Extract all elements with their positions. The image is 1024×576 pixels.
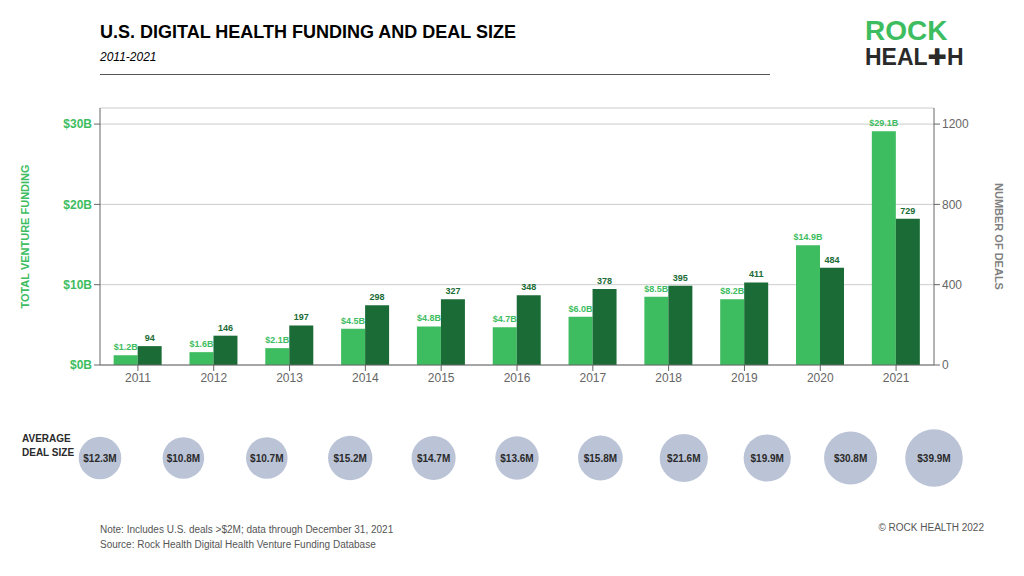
svg-text:2012: 2012 (200, 371, 227, 385)
svg-text:$4.8B: $4.8B (417, 313, 442, 323)
svg-text:2019: 2019 (731, 371, 758, 385)
html-text:ROCK: ROCK (865, 15, 948, 46)
svg-text:$39.9M: $39.9M (917, 453, 950, 464)
svg-text:$15.8M: $15.8M (584, 453, 617, 464)
svg-text:$20B: $20B (63, 198, 92, 212)
svg-text:800: 800 (942, 198, 962, 212)
svg-text:400: 400 (942, 278, 962, 292)
html-text:AVERAGE: AVERAGE (22, 433, 71, 444)
html-text:2011-2021: 2011-2021 (100, 50, 157, 64)
svg-text:2015: 2015 (428, 371, 455, 385)
svg-text:2020: 2020 (807, 371, 834, 385)
svg-text:327: 327 (445, 286, 460, 296)
svg-text:2011: 2011 (125, 371, 151, 385)
svg-text:94: 94 (145, 333, 155, 343)
svg-text:$19.9M: $19.9M (751, 453, 784, 464)
svg-text:$30.8M: $30.8M (834, 453, 867, 464)
svg-text:2016: 2016 (504, 371, 531, 385)
svg-text:$10B: $10B (63, 278, 92, 292)
svg-text:2014: 2014 (352, 371, 379, 385)
svg-text:$1.6B: $1.6B (189, 339, 214, 349)
svg-text:2021: 2021 (883, 371, 910, 385)
svg-text:2017: 2017 (579, 371, 606, 385)
svg-text:$4.5B: $4.5B (341, 316, 366, 326)
svg-text:$4.7B: $4.7B (493, 314, 518, 324)
svg-text:298: 298 (370, 292, 385, 302)
svg-text:484: 484 (824, 255, 839, 265)
svg-text:$29.1B: $29.1B (869, 118, 899, 128)
svg-text:$15.2M: $15.2M (334, 453, 367, 464)
svg-text:$8.5B: $8.5B (644, 284, 669, 294)
svg-text:$12.3M: $12.3M (83, 453, 116, 464)
svg-text:$10.8M: $10.8M (167, 453, 200, 464)
svg-text:$21.6M: $21.6M (667, 453, 700, 464)
svg-text:411: 411 (749, 269, 764, 279)
svg-text:348: 348 (521, 282, 536, 292)
svg-text:$1.2B: $1.2B (114, 342, 139, 352)
svg-text:378: 378 (597, 276, 612, 286)
svg-text:729: 729 (900, 206, 915, 216)
svg-text:$6.0B: $6.0B (569, 304, 594, 314)
html-text:Note: Includes U.S. deals >$2M: Note: Includes U.S. deals >$2M; data thr… (100, 524, 394, 550)
html-text:DEAL SIZE: DEAL SIZE (22, 447, 74, 458)
html-text:U.S. DIGITAL HEALTH FUNDING AN: U.S. DIGITAL HEALTH FUNDING AND DEAL SIZ… (100, 22, 516, 42)
svg-text:$0B: $0B (70, 358, 92, 372)
html-text:© ROCK HEALTH 2022: © ROCK HEALTH 2022 (878, 522, 984, 533)
svg-text:2018: 2018 (655, 371, 682, 385)
svg-text:395: 395 (673, 273, 688, 283)
html-text:HEAL✚H: HEAL✚H (865, 44, 964, 71)
svg-text:1200: 1200 (942, 117, 969, 131)
svg-text:146: 146 (218, 323, 233, 333)
svg-text:2013: 2013 (276, 371, 303, 385)
svg-text:$10.7M: $10.7M (250, 453, 283, 464)
svg-text:0: 0 (942, 358, 949, 372)
svg-text:$8.2B: $8.2B (720, 286, 745, 296)
svg-text:TOTAL VENTURE FUNDING: TOTAL VENTURE FUNDING (19, 164, 31, 308)
svg-text:$13.6M: $13.6M (500, 453, 533, 464)
svg-text:$30B: $30B (63, 117, 92, 131)
svg-text:$14.7M: $14.7M (417, 453, 450, 464)
svg-text:NUMBER OF DEALS: NUMBER OF DEALS (993, 183, 1005, 290)
svg-text:$14.9B: $14.9B (793, 232, 823, 242)
svg-text:197: 197 (294, 312, 309, 322)
svg-text:$2.1B: $2.1B (265, 335, 290, 345)
